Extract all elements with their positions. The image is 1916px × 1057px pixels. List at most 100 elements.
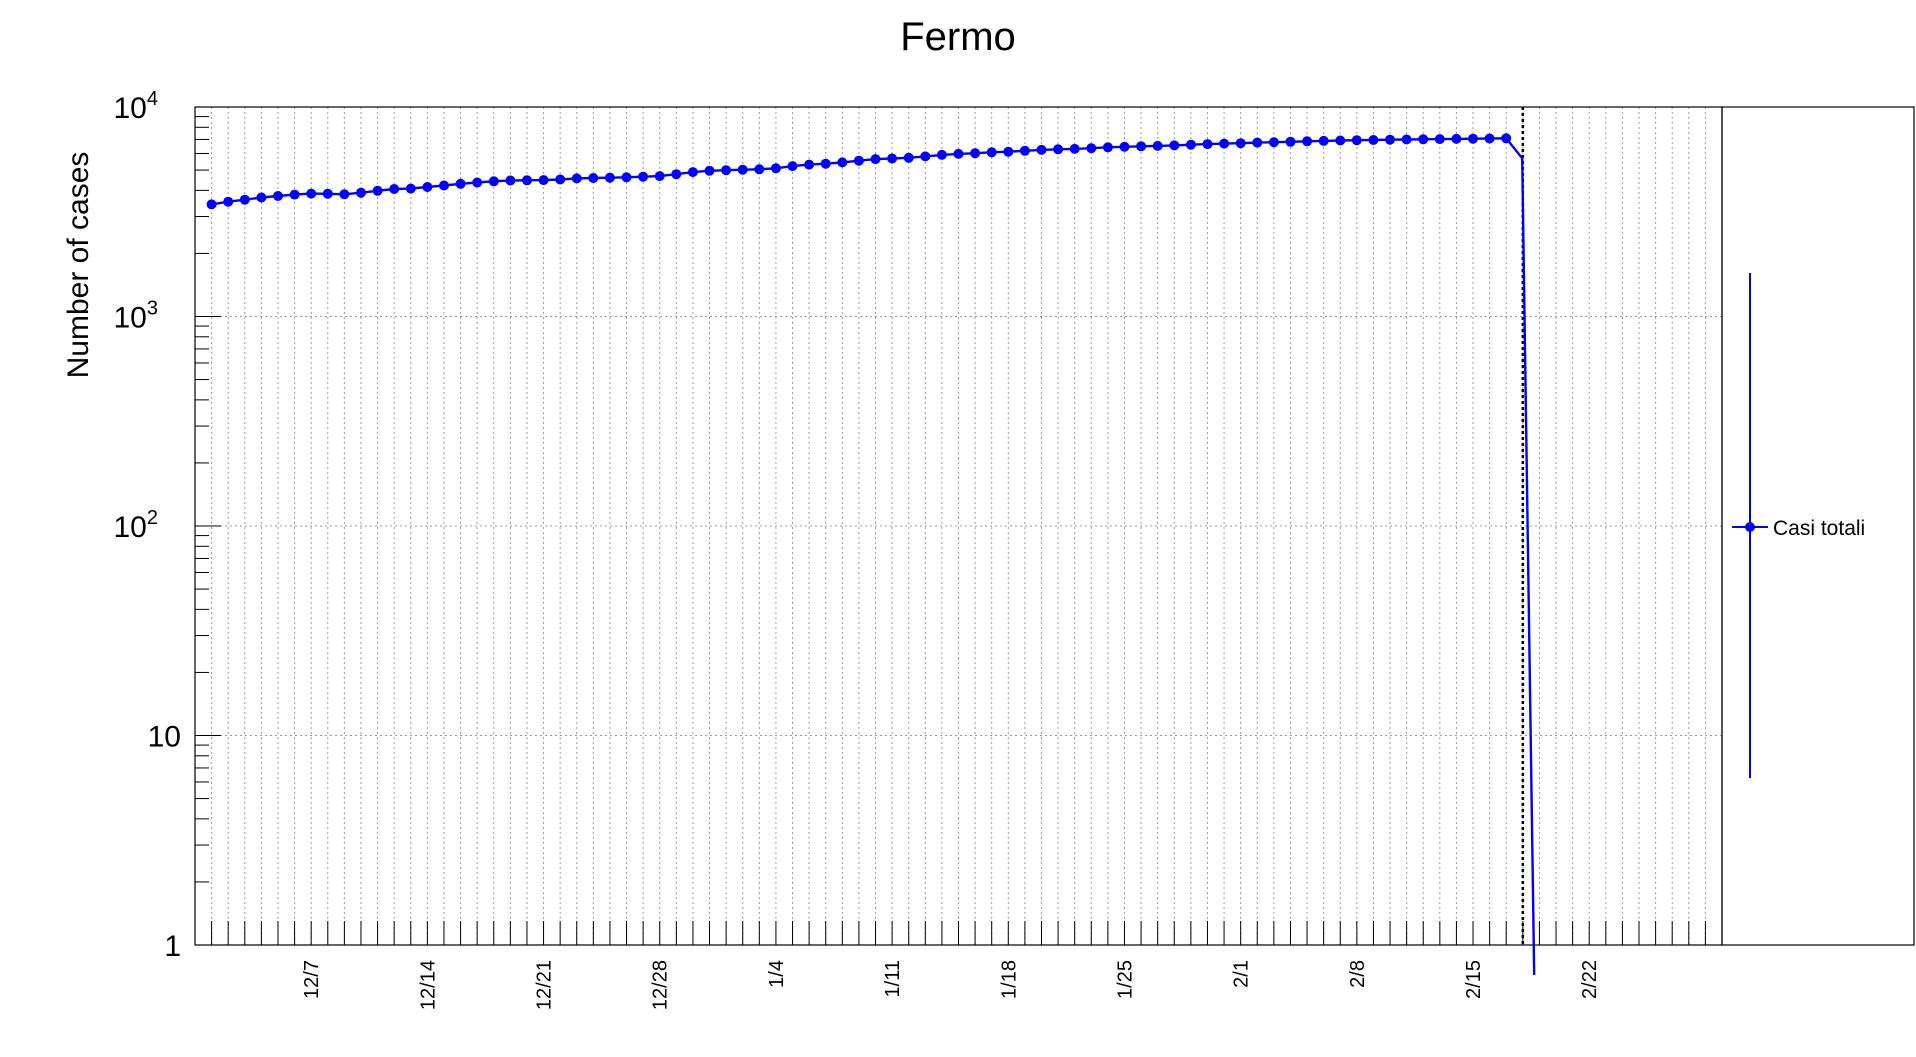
grid [195, 107, 1722, 945]
data-point [887, 153, 898, 164]
x-tick-label: 1/25 [1114, 960, 1136, 999]
chart-title: Fermo [900, 15, 1016, 59]
data-point [472, 177, 483, 188]
data-point [1169, 140, 1180, 151]
x-tick-label: 12/7 [301, 960, 323, 999]
data-point [920, 151, 931, 162]
x-tick-label: 2/15 [1463, 960, 1485, 999]
y-tick-base: 10 [114, 92, 147, 125]
x-tick-label: 1/18 [998, 960, 1020, 999]
data-point [1019, 145, 1030, 156]
y-tick-exponent: 2 [147, 507, 158, 529]
y-tick-label: 10 [148, 721, 181, 754]
data-point [754, 164, 765, 175]
data-point [439, 180, 449, 191]
data-point [1069, 143, 1080, 154]
data-point [306, 188, 317, 199]
x-tick-label: 2/1 [1231, 960, 1253, 988]
data-point [1401, 134, 1412, 145]
data-point [804, 159, 815, 170]
y-tick-label: 1 [164, 930, 181, 963]
data-point [1484, 133, 1495, 144]
y-tick-exponent: 4 [147, 88, 158, 110]
series-line [211, 137, 1536, 976]
data-point [737, 164, 748, 175]
data-point [953, 148, 964, 159]
data-point [356, 187, 366, 198]
data-point [870, 154, 881, 165]
data-point [787, 161, 798, 172]
data-point [1202, 139, 1213, 150]
data-point [687, 167, 698, 178]
data-point [837, 157, 848, 168]
data-point [820, 158, 831, 169]
data-point [1418, 134, 1429, 145]
data-point [1136, 141, 1147, 152]
data-point [704, 165, 715, 176]
data-point [223, 196, 234, 207]
legend-marker [1745, 522, 1755, 532]
data-point [1235, 138, 1246, 149]
data-point [1335, 135, 1346, 146]
data-point [239, 194, 250, 205]
x-tick-label: 2/22 [1579, 960, 1601, 999]
data-point [256, 192, 267, 203]
y-tick-base: 10 [114, 302, 147, 335]
data-point [488, 176, 499, 187]
data-point [571, 173, 582, 184]
data-point [538, 175, 549, 186]
data-point [671, 169, 682, 180]
data-point [588, 173, 599, 183]
x-tick-label: 1/4 [766, 960, 788, 988]
data-point [505, 175, 516, 186]
data-point [339, 189, 350, 200]
data-point [1036, 144, 1047, 155]
x-tick-label: 1/11 [882, 960, 904, 997]
data-point [1468, 133, 1478, 144]
data-point [621, 172, 632, 183]
legend: Casi totali [1732, 273, 1865, 778]
data-point [455, 178, 466, 189]
x-tick-label: 2/8 [1347, 960, 1369, 988]
data-point [721, 165, 732, 176]
data-point [970, 148, 981, 159]
y-tick-label: 103 [114, 298, 159, 335]
data-point [638, 171, 649, 182]
data-point [1501, 133, 1512, 144]
data-point [1053, 144, 1064, 155]
data-point [206, 199, 217, 210]
data-point [372, 185, 383, 196]
data-point [1219, 138, 1230, 149]
data-point [1119, 141, 1130, 152]
data-point [654, 171, 665, 182]
data-point [1385, 134, 1395, 145]
data-point [1268, 137, 1279, 148]
data-point [1086, 143, 1097, 154]
y-tick-exponent: 3 [147, 298, 158, 320]
data-point [405, 183, 416, 194]
data-point [1185, 139, 1196, 150]
data-point [422, 182, 433, 192]
data-point [1102, 142, 1113, 153]
data-point [1368, 135, 1379, 145]
data-point [322, 188, 333, 199]
data-point [1285, 136, 1296, 147]
data-point [770, 163, 781, 174]
y-axis-label: Number of cases [62, 152, 95, 379]
data-point [903, 152, 914, 163]
y-tick-label: 102 [114, 507, 159, 544]
data-point [604, 172, 615, 183]
y-tick-base: 10 [114, 511, 147, 544]
x-tick-label: 12/21 [534, 960, 556, 1010]
data-point [1302, 136, 1313, 147]
series-layer [206, 133, 1536, 976]
data-point [1003, 146, 1014, 157]
data-point [289, 189, 300, 200]
data-point [853, 155, 864, 166]
data-point [1252, 137, 1263, 148]
legend-box [1721, 106, 1915, 946]
data-point [522, 175, 532, 186]
